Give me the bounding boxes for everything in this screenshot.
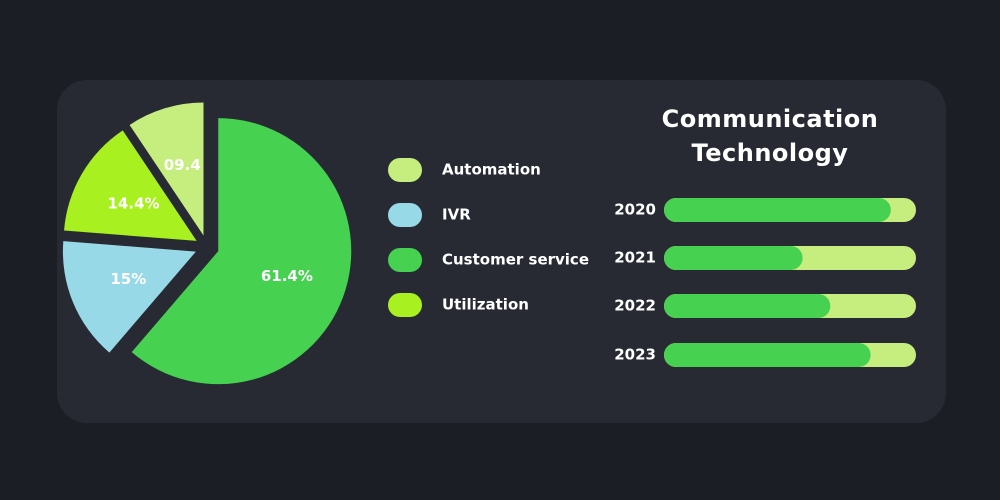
bar bbox=[664, 294, 831, 318]
pie-slice bbox=[62, 241, 196, 353]
legend-swatch bbox=[388, 248, 422, 272]
y-tick-label: 2022 bbox=[614, 297, 656, 315]
legend-swatch bbox=[388, 158, 422, 182]
bar bbox=[664, 246, 803, 270]
data-label: 09.4 bbox=[164, 156, 201, 174]
bar bbox=[664, 343, 871, 367]
data-label: 14.4% bbox=[108, 194, 160, 212]
bar bbox=[664, 198, 891, 222]
pie-slice bbox=[64, 130, 197, 241]
pie-slice bbox=[131, 118, 352, 385]
y-tick-label: 2021 bbox=[614, 249, 656, 267]
pie-slice bbox=[129, 102, 204, 236]
data-label: 61.4% bbox=[261, 267, 313, 285]
legend-label: Utilization bbox=[442, 296, 529, 314]
y-tick-label: 2023 bbox=[614, 346, 656, 364]
data-label: 15% bbox=[110, 270, 146, 288]
legend-swatch bbox=[388, 293, 422, 317]
y-tick-label: 2020 bbox=[614, 201, 656, 219]
chart-title: Communication Technology bbox=[661, 105, 879, 167]
legend-label: Customer service bbox=[442, 251, 589, 269]
legend-label: IVR bbox=[442, 206, 471, 224]
legend-label: Automation bbox=[442, 161, 541, 179]
legend-swatch bbox=[388, 203, 422, 227]
